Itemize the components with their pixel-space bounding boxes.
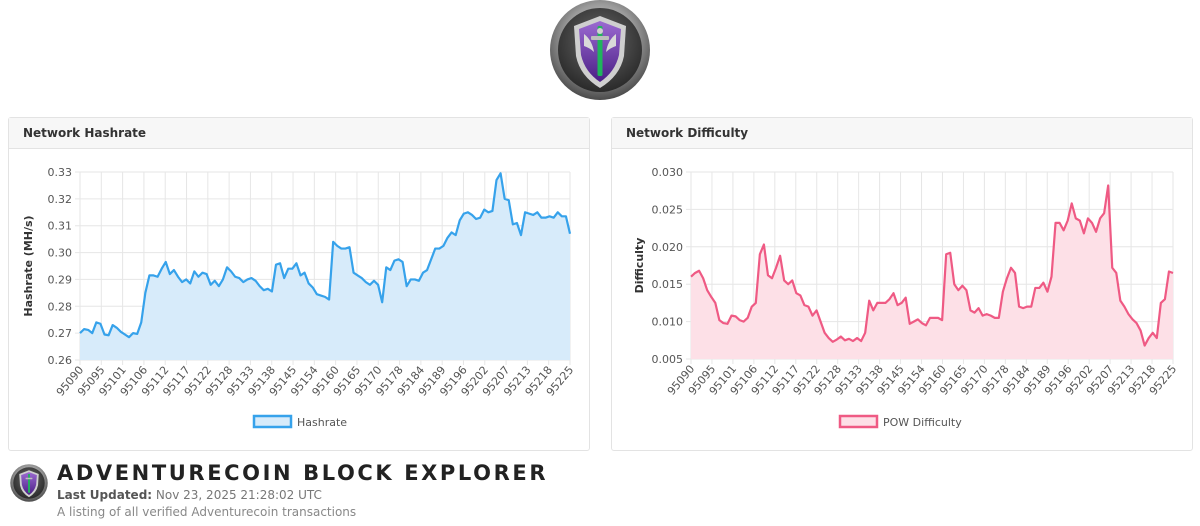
hashrate-y-tick-label: 0.26: [48, 354, 73, 367]
hashrate-card: Network Hashrate 0.26 0.27 0.28 0.29 0.30 0.3…: [8, 117, 590, 451]
footer-logo[interactable]: [8, 462, 50, 504]
hashrate-y-tick-label: 0.32: [48, 193, 73, 206]
difficulty-y-tick-label: 0.030: [652, 166, 684, 179]
difficulty-card: Network Difficulty 0.005 0.010 0.015 0.020 0…: [611, 117, 1193, 451]
hashrate-legend-label: Hashrate: [297, 416, 347, 429]
difficulty-chart: 0.0050.0100.0150.0200.0250.0309509095095…: [633, 166, 1179, 429]
hashrate-chart: 0.260.270.280.290.300.310.320.3395090950…: [22, 166, 576, 429]
site-subtitle: A listing of all verified Adventurecoin …: [57, 505, 357, 519]
hashrate-line: [79, 172, 572, 339]
difficulty-line: [690, 184, 1174, 347]
shield-sword-icon: [10, 464, 48, 502]
difficulty-y-tick-label: 0.025: [652, 203, 684, 216]
difficulty-area: [691, 185, 1173, 359]
last-updated-value: Nov 23, 2025 21:28:02 UTC: [155, 488, 322, 502]
shield-sword-icon: [550, 0, 650, 100]
hashrate-y-tick-label: 0.31: [48, 220, 73, 233]
difficulty-legend-label: POW Difficulty: [883, 416, 962, 429]
hashrate-legend-swatch: [252, 414, 293, 429]
hashrate-area: [80, 173, 570, 360]
difficulty-y-tick-label: 0.020: [652, 241, 684, 254]
hashrate-y-tick-label: 0.27: [48, 327, 73, 340]
site-title: ADVENTURECOIN BLOCK EXPLORER: [57, 461, 549, 485]
hashrate-y-tick-label: 0.28: [48, 300, 73, 313]
hashrate-y-tick-label: 0.30: [48, 247, 73, 260]
difficulty-y-tick-label: 0.015: [652, 278, 684, 291]
hashrate-y-tick-label: 0.33: [48, 166, 73, 179]
last-updated: Last Updated: Nov 23, 2025 21:28:02 UTC: [57, 488, 322, 502]
hashrate-card-title: Network Hashrate: [9, 118, 589, 149]
difficulty-y-tick-label: 0.005: [652, 353, 684, 366]
difficulty-y-axis-title: Difficulty: [633, 238, 646, 294]
difficulty-y-tick-label: 0.010: [652, 316, 684, 329]
difficulty-legend-swatch: [838, 414, 879, 429]
hashrate-y-tick-label: 0.29: [48, 273, 73, 286]
last-updated-label: Last Updated:: [57, 488, 153, 502]
hashrate-y-axis-title: Hashrate (MH/s): [22, 215, 35, 316]
site-logo[interactable]: [544, 0, 656, 104]
difficulty-card-title: Network Difficulty: [612, 118, 1192, 149]
